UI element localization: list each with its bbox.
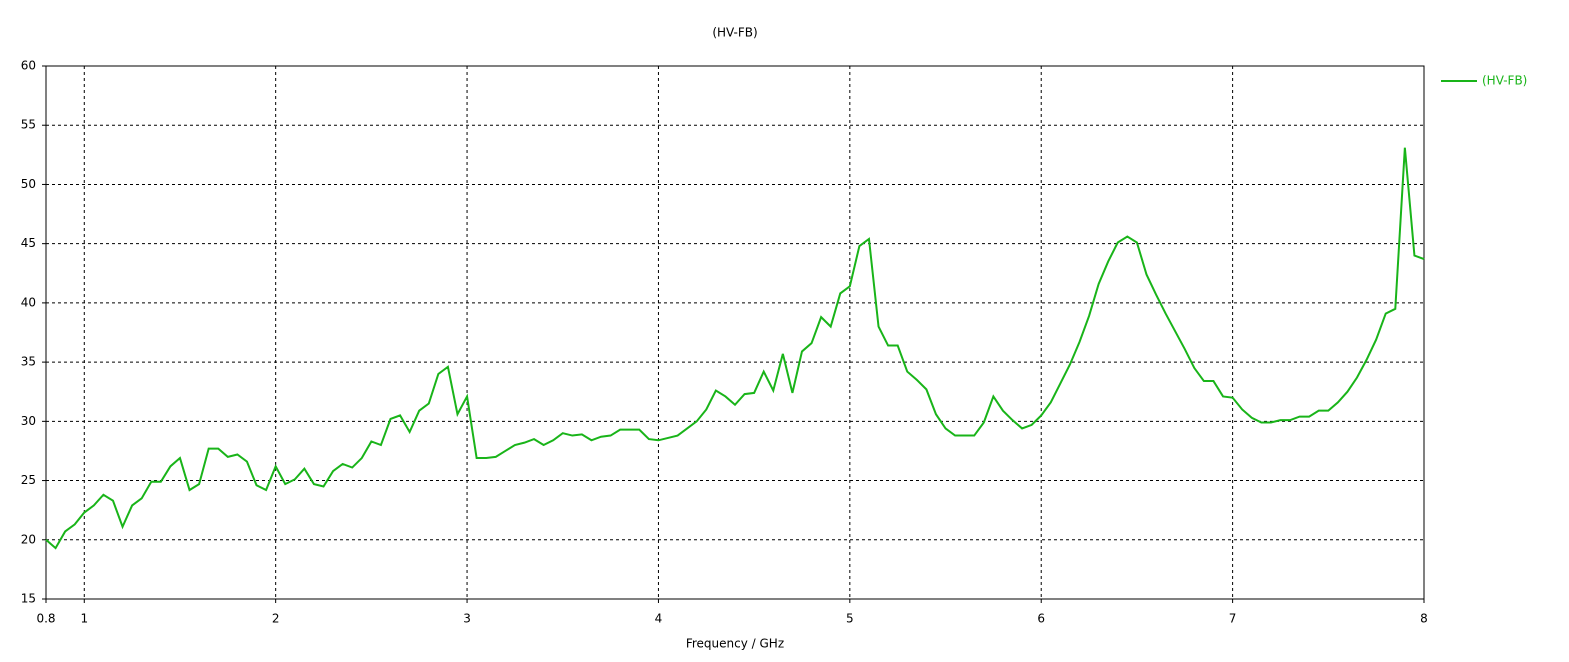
legend-label: (HV-FB): [1482, 74, 1527, 88]
y-tick-label: 25: [21, 473, 36, 487]
x-axis-label: Frequency / GHz: [686, 637, 784, 651]
y-tick-label: 20: [21, 532, 36, 546]
x-tick-label: 3: [463, 612, 471, 626]
x-tick-label: 6: [1037, 612, 1045, 626]
y-tick-label: 60: [21, 59, 36, 73]
y-tick-label: 45: [21, 236, 36, 250]
x-tick-label: 0.8: [36, 612, 55, 626]
data-line: [45, 147, 1425, 550]
y-tick-label: 50: [21, 177, 36, 191]
y-tick-label: 55: [21, 118, 36, 132]
x-tick-label: 7: [1229, 612, 1237, 626]
plot-frame: [45, 65, 1425, 600]
x-tick-label: 8: [1420, 612, 1428, 626]
x-tick-label: 4: [655, 612, 663, 626]
y-tick-label: 35: [21, 355, 36, 369]
y-tick-label: 15: [21, 592, 36, 606]
chart-title: (HV-FB): [712, 26, 757, 40]
y-tick-label: 30: [21, 414, 36, 428]
x-tick-label: 5: [846, 612, 854, 626]
x-tick-label: 1: [80, 612, 88, 626]
x-tick-label: 2: [272, 612, 280, 626]
y-tick-label: 40: [21, 295, 36, 309]
